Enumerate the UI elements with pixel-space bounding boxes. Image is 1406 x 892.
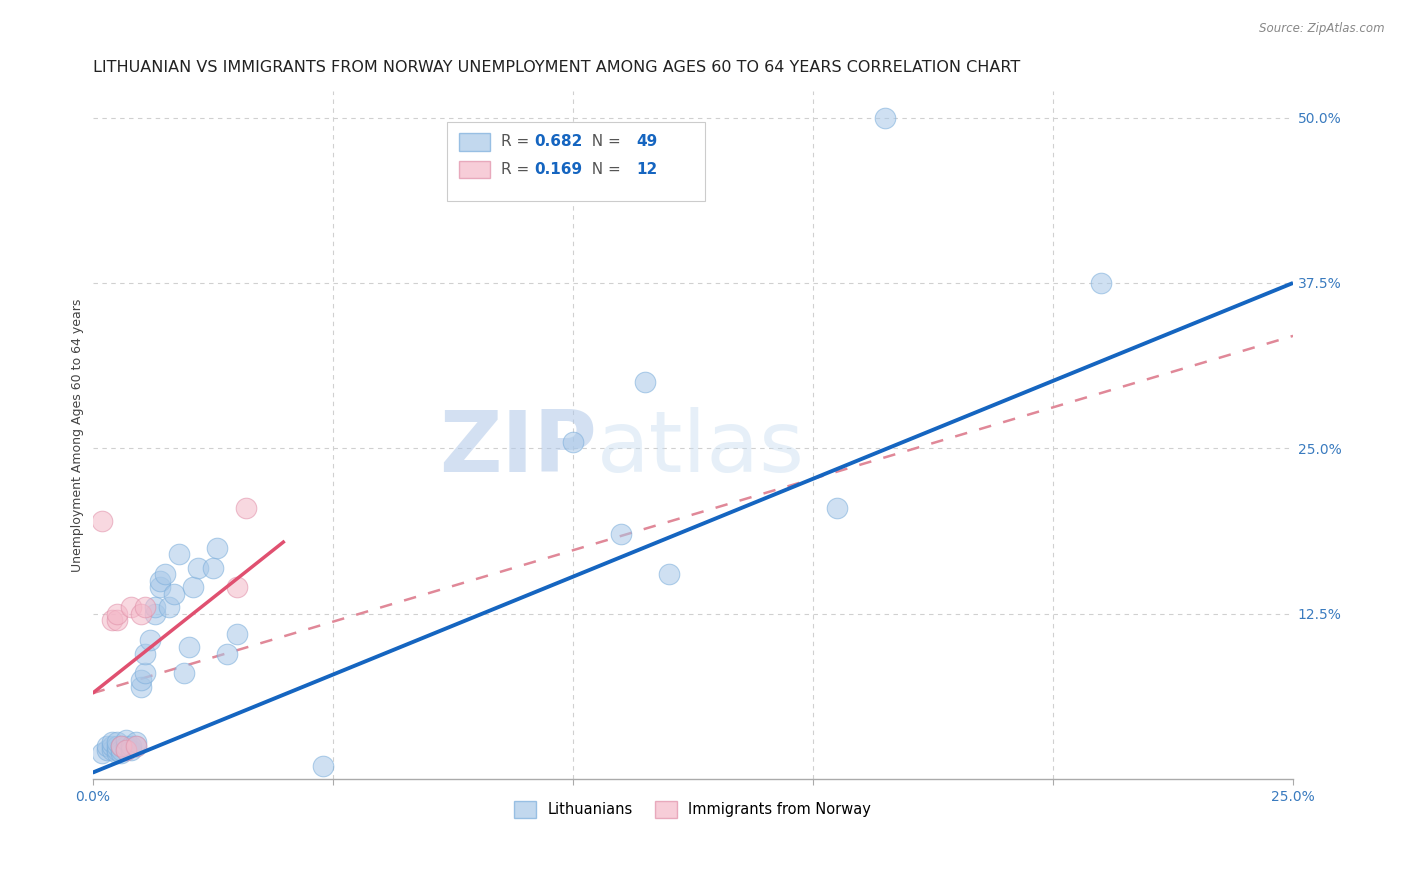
Text: 49: 49: [637, 135, 658, 150]
Point: [225, 626, 247, 640]
FancyBboxPatch shape: [458, 161, 489, 178]
Point: [129, 607, 152, 621]
Point: [167, 547, 190, 561]
Point: [115, 732, 138, 747]
Point: [125, 739, 148, 754]
Point: [225, 580, 247, 594]
Text: 0.682: 0.682: [534, 135, 582, 150]
Point: [125, 735, 148, 749]
Point: [207, 541, 229, 555]
Point: [873, 111, 896, 125]
Point: [1090, 276, 1112, 290]
Point: [134, 666, 156, 681]
Point: [201, 560, 224, 574]
Point: [91, 746, 114, 760]
Text: ZIP: ZIP: [439, 408, 596, 491]
Point: [105, 746, 128, 760]
Point: [110, 739, 132, 754]
Point: [157, 600, 180, 615]
Point: [129, 680, 152, 694]
Point: [658, 567, 681, 582]
Point: [561, 434, 583, 449]
Point: [105, 739, 128, 754]
Text: R =: R =: [501, 162, 534, 177]
Point: [153, 567, 176, 582]
Point: [101, 739, 124, 754]
Point: [105, 735, 128, 749]
Point: [134, 647, 156, 661]
Point: [115, 739, 138, 754]
Point: [105, 743, 128, 757]
Point: [110, 739, 132, 754]
Point: [177, 640, 200, 654]
Point: [125, 739, 148, 754]
Point: [139, 633, 162, 648]
Point: [143, 607, 166, 621]
Text: 12: 12: [637, 162, 658, 177]
Point: [215, 647, 238, 661]
Text: R =: R =: [501, 135, 534, 150]
Point: [183, 580, 205, 594]
Point: [235, 500, 257, 515]
Text: N =: N =: [582, 162, 626, 177]
Point: [115, 743, 138, 757]
Text: Source: ZipAtlas.com: Source: ZipAtlas.com: [1260, 22, 1385, 36]
Text: atlas: atlas: [596, 408, 804, 491]
Point: [129, 673, 152, 687]
Point: [163, 587, 186, 601]
Text: N =: N =: [582, 135, 626, 150]
Point: [110, 743, 132, 757]
Point: [149, 580, 172, 594]
Point: [634, 375, 657, 389]
Point: [610, 527, 633, 541]
Point: [96, 743, 118, 757]
Point: [149, 574, 172, 588]
Point: [825, 500, 848, 515]
Point: [91, 514, 114, 528]
Point: [312, 759, 335, 773]
Point: [110, 746, 132, 760]
Point: [115, 743, 138, 757]
Text: 0.169: 0.169: [534, 162, 582, 177]
Point: [173, 666, 195, 681]
Text: LITHUANIAN VS IMMIGRANTS FROM NORWAY UNEMPLOYMENT AMONG AGES 60 TO 64 YEARS CORR: LITHUANIAN VS IMMIGRANTS FROM NORWAY UNE…: [93, 60, 1019, 75]
Point: [120, 739, 142, 754]
Point: [105, 614, 128, 628]
Point: [120, 600, 142, 615]
Point: [120, 743, 142, 757]
Point: [143, 600, 166, 615]
Point: [187, 560, 209, 574]
Legend: Lithuanians, Immigrants from Norway: Lithuanians, Immigrants from Norway: [509, 795, 877, 823]
FancyBboxPatch shape: [458, 133, 489, 151]
FancyBboxPatch shape: [447, 122, 704, 202]
Y-axis label: Unemployment Among Ages 60 to 64 years: Unemployment Among Ages 60 to 64 years: [72, 299, 84, 572]
Point: [101, 735, 124, 749]
Point: [105, 607, 128, 621]
Point: [101, 743, 124, 757]
Point: [96, 739, 118, 754]
Point: [101, 614, 124, 628]
Point: [134, 600, 156, 615]
